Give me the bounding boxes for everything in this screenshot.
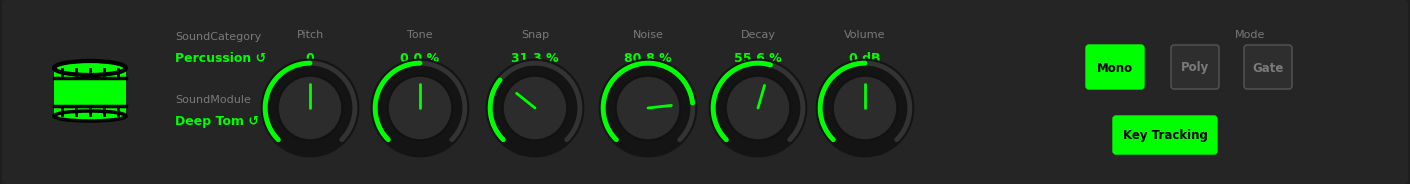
Text: Pitch: Pitch	[296, 30, 324, 40]
Text: Volume: Volume	[845, 30, 885, 40]
Ellipse shape	[726, 76, 790, 140]
Text: 0.0 %: 0.0 %	[400, 52, 440, 65]
Text: 0: 0	[306, 52, 314, 65]
Ellipse shape	[815, 59, 915, 157]
Ellipse shape	[599, 59, 698, 157]
FancyBboxPatch shape	[1112, 116, 1217, 154]
Text: 80.8 %: 80.8 %	[625, 52, 671, 65]
Text: Mode: Mode	[1235, 30, 1265, 40]
FancyBboxPatch shape	[1170, 45, 1220, 89]
Ellipse shape	[503, 76, 567, 140]
Ellipse shape	[616, 76, 680, 140]
Text: SoundCategory: SoundCategory	[175, 32, 261, 42]
Text: Gate: Gate	[1252, 61, 1283, 75]
Ellipse shape	[709, 59, 808, 157]
Ellipse shape	[54, 61, 125, 75]
Ellipse shape	[388, 76, 453, 140]
Text: Noise: Noise	[633, 30, 664, 40]
Ellipse shape	[485, 59, 584, 157]
FancyBboxPatch shape	[1244, 45, 1292, 89]
Text: Decay: Decay	[740, 30, 776, 40]
Ellipse shape	[261, 59, 360, 157]
Text: Key Tracking: Key Tracking	[1122, 130, 1207, 142]
Ellipse shape	[833, 76, 897, 140]
Ellipse shape	[278, 76, 343, 140]
Text: 31.3 %: 31.3 %	[512, 52, 558, 65]
Text: Snap: Snap	[520, 30, 548, 40]
Text: 0 dB: 0 dB	[849, 52, 881, 65]
Text: SoundModule: SoundModule	[175, 95, 251, 105]
Text: Mono: Mono	[1097, 61, 1134, 75]
FancyBboxPatch shape	[54, 68, 125, 116]
FancyBboxPatch shape	[1086, 45, 1144, 89]
Text: Poly: Poly	[1182, 61, 1210, 75]
Text: Tone: Tone	[407, 30, 433, 40]
Text: 55.6 %: 55.6 %	[735, 52, 783, 65]
Ellipse shape	[54, 111, 125, 121]
Ellipse shape	[371, 59, 470, 157]
Text: Percussion ↺: Percussion ↺	[175, 52, 266, 65]
Text: Deep Tom ↺: Deep Tom ↺	[175, 115, 259, 128]
